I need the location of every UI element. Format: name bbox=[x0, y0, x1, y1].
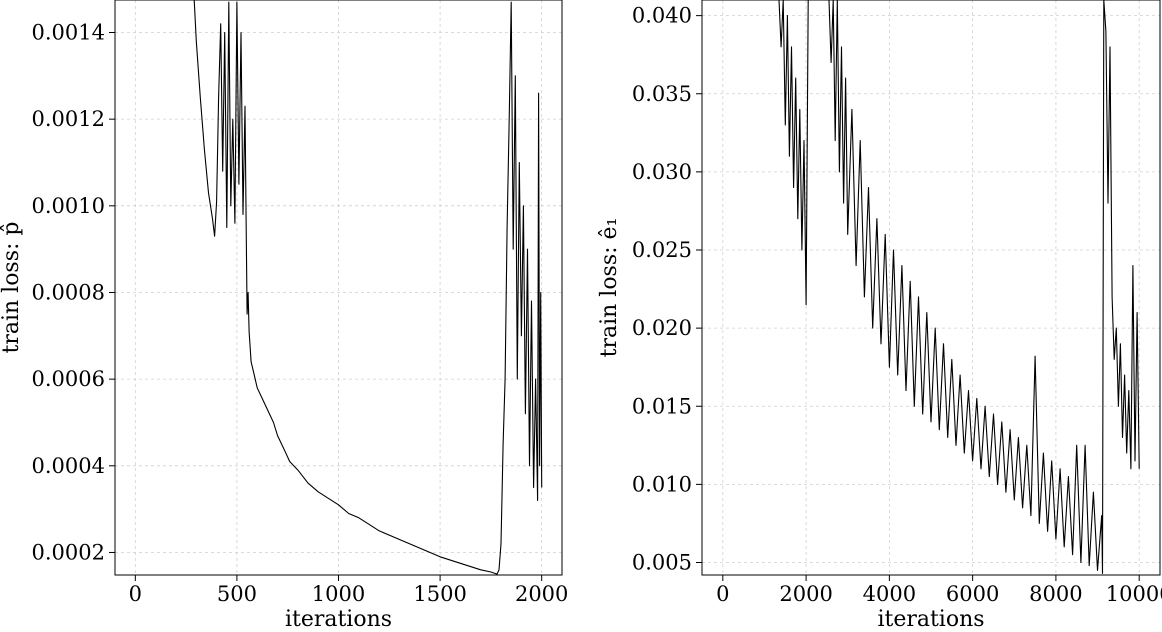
right-y-tick-label: 0.035 bbox=[632, 82, 692, 106]
left-y-tick-label: 0.0012 bbox=[32, 107, 105, 131]
left-y-tick-label: 0.0006 bbox=[32, 367, 105, 391]
left-y-tick-label: 0.0004 bbox=[32, 454, 105, 478]
right-y-tick-label: 0.040 bbox=[632, 4, 692, 28]
left-x-tick-label: 0 bbox=[129, 582, 142, 606]
right-x-axis-title: iterations bbox=[877, 607, 984, 632]
left-x-tick-label: 1500 bbox=[413, 582, 466, 606]
right-y-tick-label: 0.020 bbox=[632, 316, 692, 340]
right-x-tick-label: 2000 bbox=[779, 582, 832, 606]
right-y-tick-label: 0.010 bbox=[632, 472, 692, 496]
left-y-axis-title: train loss: p̂ bbox=[0, 221, 24, 353]
right-y-tick-label: 0.030 bbox=[632, 160, 692, 184]
left-y-tick-label: 0.0008 bbox=[32, 280, 105, 304]
left-y-tick-label: 0.0010 bbox=[32, 194, 105, 218]
left-y-tick-label: 0.0002 bbox=[32, 540, 105, 564]
left-chart-panel: 0 500 1000 1500 2000 0.0002 0.0004 0.0006 0.0008… bbox=[0, 0, 568, 632]
right-y-tick-label: 0.015 bbox=[632, 394, 692, 418]
right-y-tick-label: 0.025 bbox=[632, 238, 692, 262]
left-x-tick-label: 2000 bbox=[515, 582, 568, 606]
right-x-tick-label: 6000 bbox=[946, 582, 999, 606]
right-loss-series-line bbox=[778, 0, 1140, 574]
right-y-tick-label: 0.005 bbox=[632, 551, 692, 575]
left-x-axis-title: iterations bbox=[285, 607, 392, 632]
right-x-tick-label: 0 bbox=[716, 582, 729, 606]
left-x-tick-label: 500 bbox=[217, 582, 257, 606]
right-y-axis-title: train loss: ê₁ bbox=[597, 218, 622, 358]
left-x-tick-label: 1000 bbox=[312, 582, 365, 606]
left-plot-frame bbox=[114, 0, 563, 576]
right-x-tick-label: 4000 bbox=[863, 582, 916, 606]
right-plot-frame bbox=[701, 0, 1161, 576]
left-y-tick-label: 0.0014 bbox=[32, 20, 105, 44]
left-loss-series-line bbox=[193, 0, 543, 575]
right-x-tick-label: 8000 bbox=[1029, 582, 1082, 606]
